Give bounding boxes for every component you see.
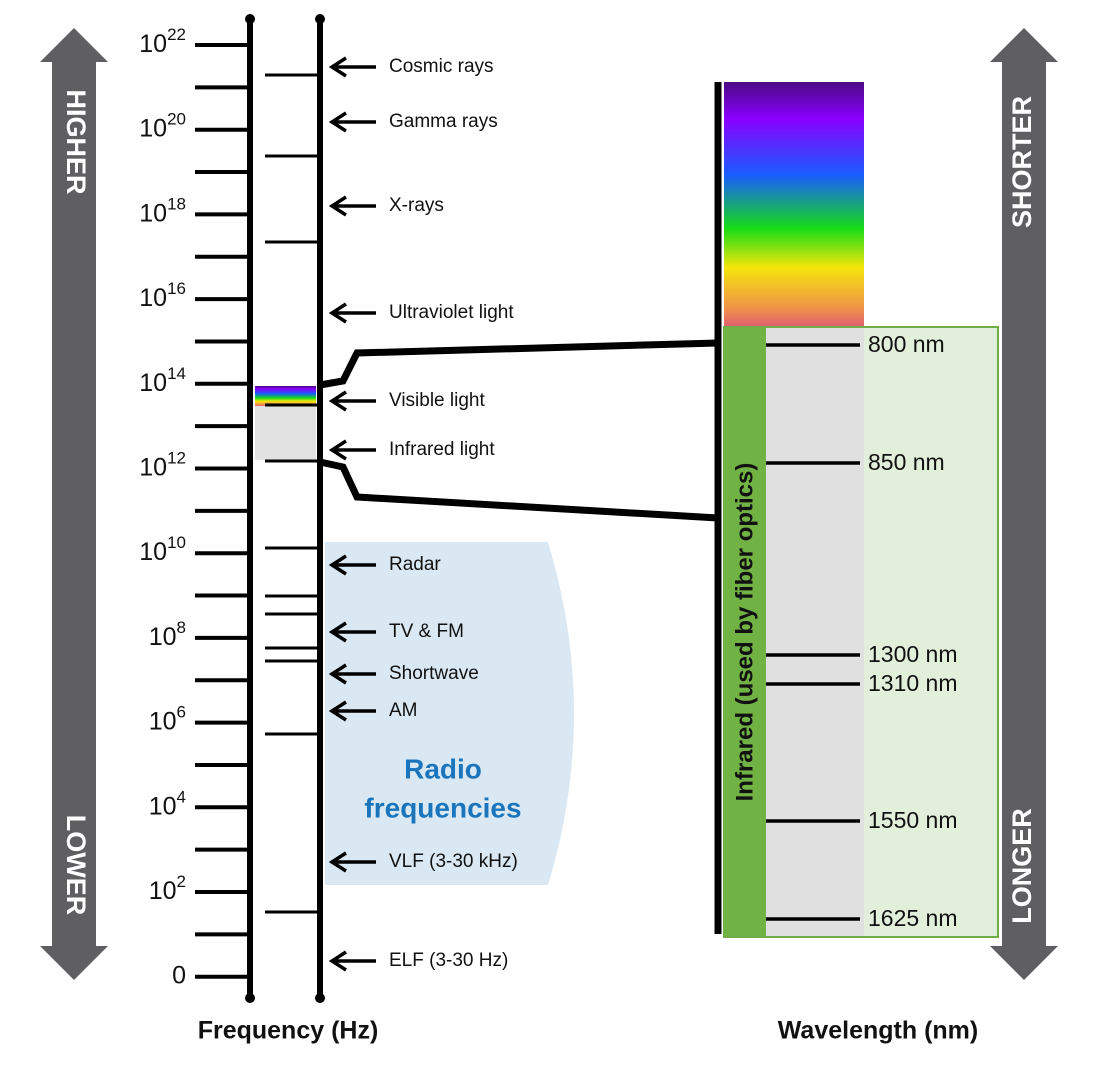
tick-exponent: 4 [177, 788, 186, 807]
infrared-label: Infrared (used by fiber optics) [731, 463, 758, 802]
frequency-title: Frequency (Hz) [198, 1017, 379, 1045]
left-arrow [40, 28, 108, 980]
tick-label: 1012 [139, 449, 186, 481]
tick-base: 10 [139, 114, 167, 142]
tick-exponent: 10 [167, 534, 186, 553]
tick-label: 104 [149, 788, 186, 820]
visible-spectrum-small [255, 386, 316, 406]
band-label: AM [389, 700, 418, 721]
tick-base: 10 [139, 199, 167, 227]
axis-end [315, 14, 325, 24]
tick-base: 10 [139, 453, 167, 481]
tick-exponent: 16 [167, 280, 186, 299]
tick-exponent: 12 [167, 449, 186, 468]
tick-exponent: 18 [167, 195, 186, 214]
axis-end [245, 14, 255, 24]
tick-base: 10 [139, 368, 167, 396]
band-label: VLF (3-30 kHz) [389, 851, 518, 872]
wavelength-label: 1625 nm [868, 905, 958, 931]
radio-label: Radio [404, 753, 482, 784]
band-arrow-head [328, 554, 347, 576]
band-label: Visible light [389, 390, 485, 411]
connector [319, 458, 719, 522]
tick-label: 108 [149, 618, 186, 650]
right-arrow [990, 28, 1058, 980]
tick-label: 1010 [139, 534, 186, 566]
tick-exponent: 2 [177, 872, 186, 891]
tick-base: 10 [149, 623, 177, 651]
band-label: X-rays [389, 195, 444, 216]
higher-label: HIGHER [61, 89, 91, 194]
tick-label: 0 [172, 961, 186, 989]
tick-label: 1018 [139, 195, 186, 227]
band-arrow-head [328, 851, 347, 873]
tick-base: 0 [172, 961, 186, 989]
band-arrow-head [328, 390, 347, 412]
tick-exponent: 6 [177, 703, 186, 722]
band-arrow-head [328, 700, 347, 722]
tick-label: 106 [149, 703, 186, 735]
tick-label: 1022 [139, 25, 186, 57]
tick-exponent: 22 [167, 25, 186, 44]
axis-end [245, 993, 255, 1003]
tick-label: 1016 [139, 280, 186, 312]
tick-base: 10 [139, 284, 167, 312]
band-arrow-head [328, 621, 347, 643]
tick-base: 10 [149, 792, 177, 820]
longer-label: LONGER [1007, 808, 1037, 924]
infrared-gray [766, 328, 864, 936]
tick-base: 10 [139, 538, 167, 566]
band-label: Shortwave [389, 663, 479, 684]
wavelength-label: 800 nm [868, 331, 945, 357]
wavelength-label: 1300 nm [868, 641, 958, 667]
tick-label: 1014 [139, 364, 186, 396]
shorter-label: SHORTER [1007, 96, 1037, 228]
band-label: Cosmic rays [389, 56, 494, 77]
wavelength-title: Wavelength (nm) [778, 1017, 978, 1045]
band-label: TV & FM [389, 621, 464, 642]
band-label: Infrared light [389, 439, 495, 460]
tick-label: 102 [149, 872, 186, 904]
radio-region [325, 542, 574, 885]
band-arrow-head [328, 195, 347, 217]
tick-exponent: 14 [167, 364, 186, 383]
band-arrow-head [328, 111, 347, 133]
tick-base: 10 [149, 707, 177, 735]
band-arrow-head [328, 950, 347, 972]
tick-label: 1020 [139, 110, 186, 142]
tick-base: 10 [139, 30, 167, 58]
radio-label: frequencies [364, 792, 521, 823]
lower-label: LOWER [61, 815, 91, 916]
band-arrow-head [328, 56, 347, 78]
band-arrow-head [328, 302, 347, 324]
band-arrow-head [328, 439, 347, 461]
infrared-region-small [255, 405, 316, 460]
wavelength-label: 850 nm [868, 449, 945, 475]
tick-exponent: 20 [167, 110, 186, 129]
band-label: ELF (3-30 Hz) [389, 950, 508, 971]
visible-spectrum [724, 82, 864, 326]
infrared-band [724, 328, 766, 936]
tick-base: 10 [149, 877, 177, 905]
connector [319, 339, 719, 389]
wavelength-label: 1550 nm [868, 807, 958, 833]
band-label: Gamma rays [389, 111, 498, 132]
wavelength-label: 1310 nm [868, 670, 958, 696]
band-label: Radar [389, 554, 441, 575]
band-label: Ultraviolet light [389, 302, 514, 323]
tick-exponent: 8 [177, 618, 186, 637]
axis-end [315, 993, 325, 1003]
band-arrow-head [328, 663, 347, 685]
